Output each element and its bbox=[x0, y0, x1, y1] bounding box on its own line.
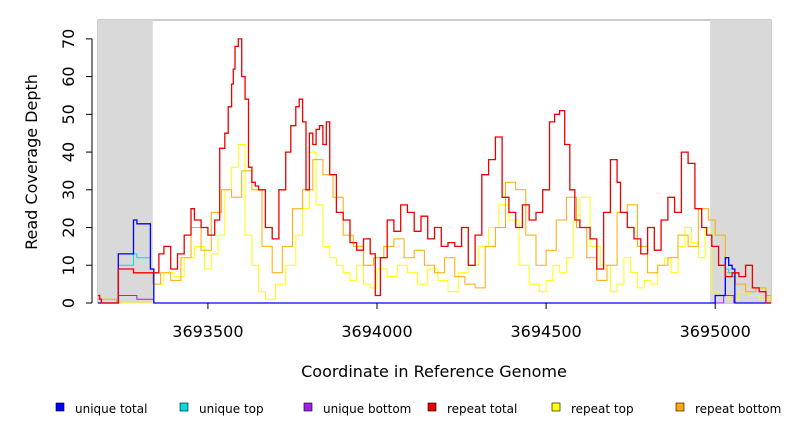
legend-swatch bbox=[427, 402, 437, 412]
legend-swatch bbox=[179, 402, 189, 412]
y-tick-label: 0 bbox=[59, 298, 78, 308]
series-lines bbox=[98, 38, 772, 304]
legend-label: unique total bbox=[75, 402, 147, 416]
y-tick-label: 50 bbox=[59, 104, 78, 124]
series-line-unique-total bbox=[98, 219, 771, 304]
legend-label: unique bottom bbox=[323, 402, 411, 416]
plot-frame bbox=[97, 19, 772, 304]
legend: unique total unique top unique bottom repea… bbox=[55, 402, 781, 416]
shaded-region-1 bbox=[98, 20, 153, 303]
legend-label: repeat bottom bbox=[695, 402, 781, 416]
legend-swatch bbox=[675, 402, 685, 412]
legend-label: repeat total bbox=[447, 402, 517, 416]
x-axis-label: Coordinate in Reference Genome bbox=[301, 362, 567, 381]
y-axis-label: Read Coverage Depth bbox=[22, 74, 41, 250]
y-tick-label: 70 bbox=[59, 29, 78, 49]
y-tick-label: 10 bbox=[59, 255, 78, 275]
series-line-repeat-bottom bbox=[98, 159, 772, 304]
legend-label: repeat top bbox=[571, 402, 634, 416]
shaded-region-2 bbox=[710, 20, 771, 303]
x-tick-label: 3694000 bbox=[341, 322, 412, 341]
y-tick-label: 20 bbox=[59, 217, 78, 237]
legend-swatch bbox=[303, 402, 313, 412]
x-tick-label: 3694500 bbox=[510, 322, 581, 341]
series-line-repeat-total bbox=[98, 38, 771, 304]
y-tick-label: 30 bbox=[59, 180, 78, 200]
x-ticks: 3693500 3694000 3694500 3695000 bbox=[172, 303, 751, 341]
axes bbox=[91, 38, 93, 303]
y-tick-label: 40 bbox=[59, 142, 78, 162]
shaded-regions bbox=[97, 19, 772, 304]
y-tick-label: 60 bbox=[59, 66, 78, 86]
legend-swatch bbox=[55, 402, 65, 412]
legend-swatch bbox=[551, 402, 561, 412]
x-tick-label: 3695000 bbox=[680, 322, 751, 341]
legend-label: unique top bbox=[199, 402, 264, 416]
y-ticks: 0 10 20 30 40 50 60 70 bbox=[59, 29, 92, 308]
x-tick-label: 3693500 bbox=[172, 322, 243, 341]
